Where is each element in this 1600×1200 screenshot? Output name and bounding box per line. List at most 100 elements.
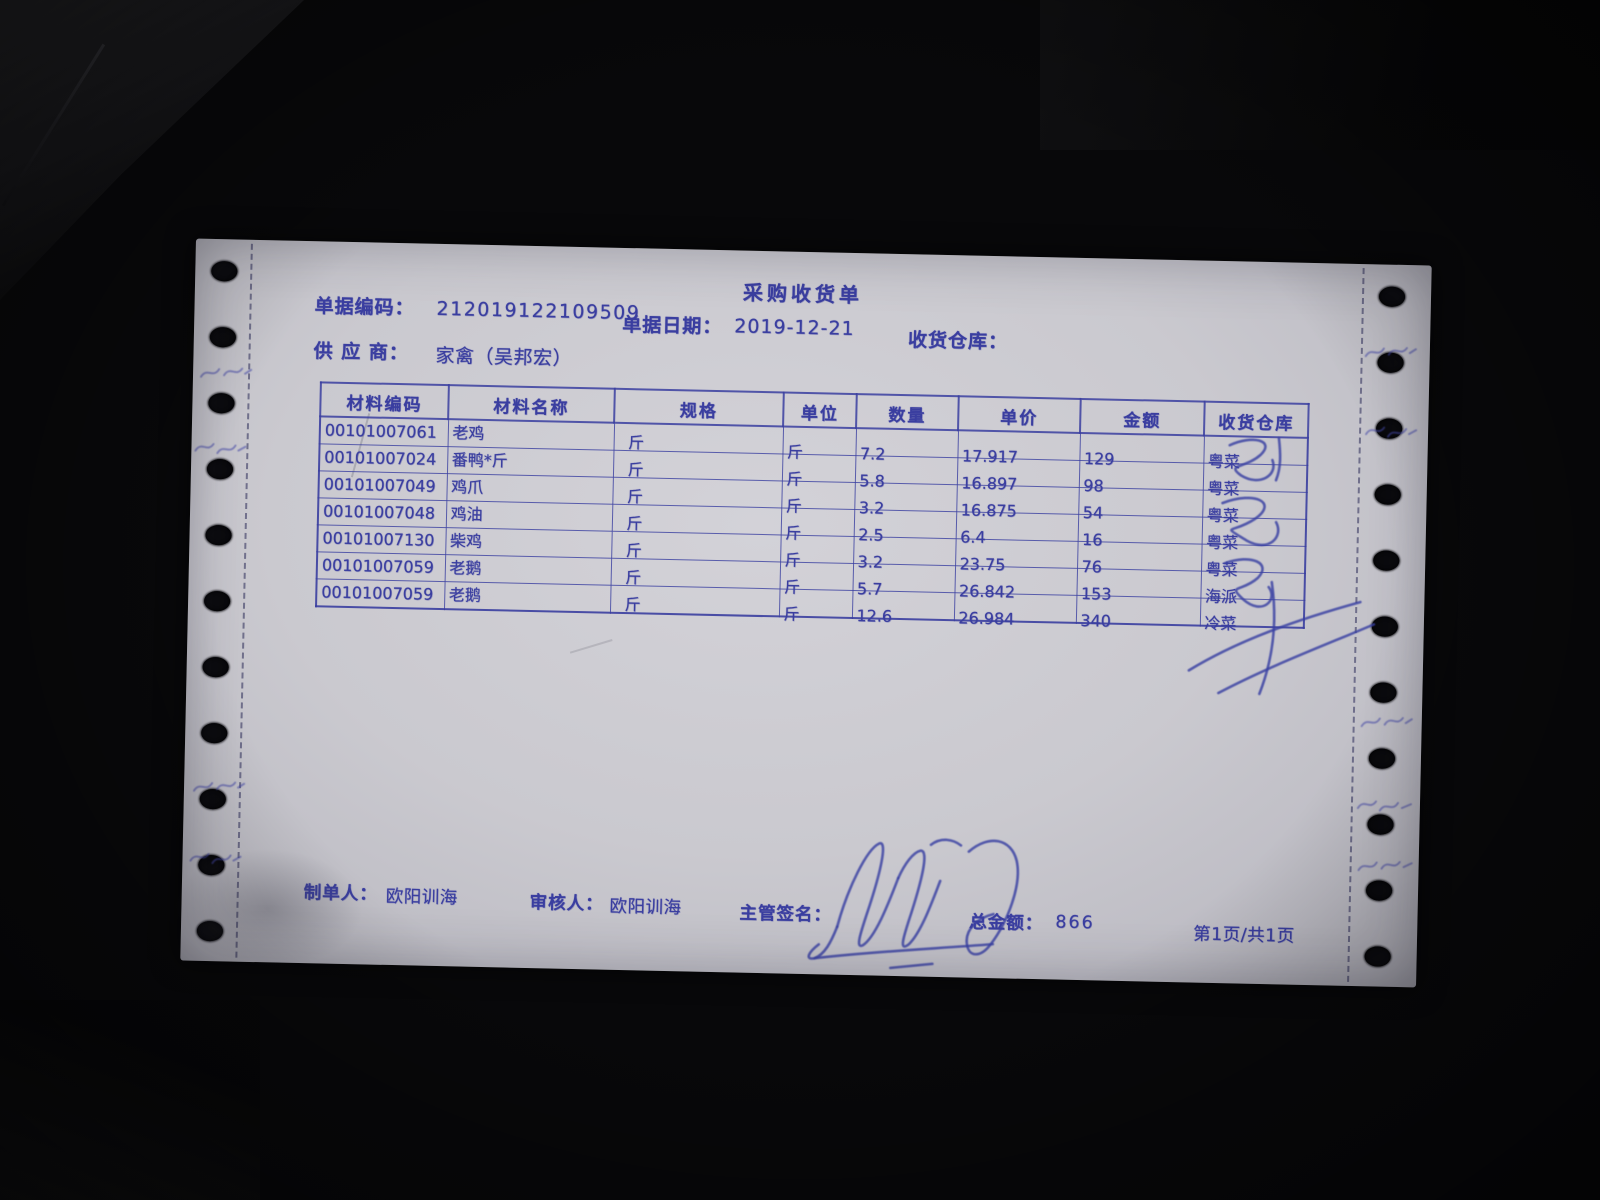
tractor-feed-hole xyxy=(211,260,238,282)
cell-spec: 斤 xyxy=(627,433,645,453)
ink-transfer-mark xyxy=(189,853,242,865)
ink-transfer-mark xyxy=(192,781,246,792)
auditor-label: 审核人： xyxy=(529,893,604,915)
cell-spec: 斤 xyxy=(625,568,642,588)
cell-material-name: 柴鸡 xyxy=(449,531,483,551)
cell-unit: 斤 xyxy=(784,550,801,570)
tractor-feed-hole xyxy=(201,722,228,744)
doc-date-value: 2019-12-21 xyxy=(733,315,855,340)
background-clutter-top-right xyxy=(1040,0,1600,150)
cell-amount: 16 xyxy=(1081,530,1103,550)
cell-quantity: 5.8 xyxy=(859,471,886,491)
ink-transfer-mark xyxy=(1357,861,1413,872)
tractor-feed-hole xyxy=(205,524,232,546)
maker-label: 制单人： xyxy=(303,883,378,905)
ink-transfer-mark xyxy=(1365,426,1418,438)
warehouse-label: 收货仓库： xyxy=(907,329,1009,354)
maker-value: 欧阳训海 xyxy=(385,886,458,909)
cell-material-name: 鸡爪 xyxy=(450,477,484,497)
cell-unit: 斤 xyxy=(786,469,803,489)
tractor-feed-hole xyxy=(209,326,237,348)
header-material-code: 材料编码 xyxy=(320,382,449,420)
cell-amount: 98 xyxy=(1083,476,1104,496)
cell-material-name: 老鹅 xyxy=(448,585,482,605)
handwritten-signature-manager xyxy=(807,838,1019,970)
total-label: 总金额： xyxy=(969,912,1044,935)
cell-amount: 129 xyxy=(1083,449,1115,469)
cell-unit-price: 17.917 xyxy=(961,446,1019,467)
cell-unit-price: 6.4 xyxy=(959,527,986,547)
tractor-feed-hole xyxy=(1368,748,1396,769)
cell-quantity: 12.6 xyxy=(856,606,893,626)
cell-spec: 斤 xyxy=(624,595,641,615)
cell-spec: 斤 xyxy=(626,514,643,534)
cell-material-name: 鸡油 xyxy=(450,504,483,524)
header-material-name: 材料名称 xyxy=(448,385,615,423)
tractor-feed-hole xyxy=(203,590,231,612)
cell-amount: 340 xyxy=(1080,610,1112,631)
cell-unit: 斤 xyxy=(785,496,803,516)
cell-spec: 斤 xyxy=(626,487,644,507)
cell-material-code: 00101007048 xyxy=(322,501,436,523)
cell-amount: 76 xyxy=(1081,557,1103,577)
receipt-paper: 采购收货单 单据编码： 212019122109509 单据日期： 2019-1… xyxy=(172,238,1432,988)
ink-transfer-mark xyxy=(194,443,247,455)
doc-number-value: 212019122109509 xyxy=(436,297,641,325)
cell-material-name: 番鸭*斤 xyxy=(451,450,508,471)
cell-spec: 斤 xyxy=(627,460,644,480)
tractor-feed-hole xyxy=(196,920,224,942)
cell-material-code: 00101007130 xyxy=(322,528,435,550)
tractor-feed-hole xyxy=(202,656,229,678)
cell-spec: 斤 xyxy=(625,541,643,561)
cell-quantity: 2.5 xyxy=(858,525,884,545)
cell-unit-price: 16.875 xyxy=(960,500,1017,521)
cell-unit: 斤 xyxy=(783,604,800,624)
supplier-label: 供 应 商： xyxy=(313,340,410,365)
total-value: 866 xyxy=(1055,912,1095,934)
cell-material-code: 00101007049 xyxy=(323,474,436,496)
cell-amount: 153 xyxy=(1080,583,1112,604)
cell-material-name: 老鹅 xyxy=(449,558,482,578)
tractor-feed-hole xyxy=(1364,946,1391,967)
cell-material-code: 00101007059 xyxy=(321,555,435,577)
cell-material-code: 00101007059 xyxy=(321,582,434,604)
cell-material-name: 老鸡 xyxy=(452,423,485,443)
cell-amount: 54 xyxy=(1082,503,1104,523)
tractor-feed-hole xyxy=(206,458,234,480)
paper-crease xyxy=(569,639,613,654)
header-spec: 规格 xyxy=(614,388,784,427)
document-title: 采购收货单 xyxy=(742,280,864,308)
ink-transfer-mark xyxy=(200,367,253,378)
cell-material-code: 00101007024 xyxy=(324,447,437,469)
cell-unit-price: 26.842 xyxy=(958,581,1016,602)
items-table: 材料编码 材料名称 规格 单位 数量 单价 金额 收货仓库 0010100706… xyxy=(315,381,1310,633)
sign-label: 主管签名： xyxy=(739,903,833,926)
handwritten-signature-warehouse xyxy=(1187,436,1376,696)
cell-quantity: 3.2 xyxy=(857,552,884,572)
cell-quantity: 7.2 xyxy=(859,444,886,464)
cell-unit-price: 23.75 xyxy=(959,554,1006,575)
supplier-value: 家禽（吴邦宏） xyxy=(435,344,573,370)
header-unit: 单位 xyxy=(783,392,857,429)
header-quantity: 数量 xyxy=(856,394,959,431)
cell-unit: 斤 xyxy=(783,577,801,597)
page-info: 第1页/共1页 xyxy=(1192,924,1295,947)
cell-unit: 斤 xyxy=(785,523,802,543)
cell-material-code: 00101007061 xyxy=(324,420,438,442)
background-clutter-bottom-left xyxy=(0,1000,260,1200)
tractor-feed-hole xyxy=(208,392,235,414)
header-unit-price: 单价 xyxy=(958,396,1081,433)
cell-quantity: 5.7 xyxy=(856,579,883,599)
tractor-feed-hole xyxy=(1365,880,1393,901)
doc-number-label: 单据编码： xyxy=(314,295,415,320)
ink-transfer-mark xyxy=(1360,717,1413,728)
ink-transfer-mark xyxy=(1364,347,1417,358)
auditor-value: 欧阳训海 xyxy=(609,896,682,919)
ink-transfer-mark xyxy=(1356,800,1412,812)
cell-quantity: 3.2 xyxy=(858,498,885,518)
doc-date-label: 单据日期： xyxy=(622,313,723,339)
cell-unit-price: 26.984 xyxy=(958,608,1015,629)
tractor-feed-hole xyxy=(1378,286,1406,307)
cell-unit-price: 16.897 xyxy=(961,473,1018,494)
cell-unit: 斤 xyxy=(786,442,804,462)
